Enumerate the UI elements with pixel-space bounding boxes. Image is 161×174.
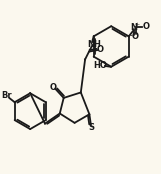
Text: -: - (129, 31, 132, 41)
Text: NH: NH (87, 40, 101, 49)
Text: +: + (135, 22, 140, 27)
Text: O: O (97, 45, 104, 54)
Text: N: N (131, 23, 138, 32)
Text: S: S (88, 124, 94, 132)
Text: O: O (49, 82, 56, 92)
Text: O: O (142, 22, 149, 31)
Text: Br: Br (1, 91, 12, 100)
Text: HO: HO (93, 61, 107, 70)
Text: O: O (132, 33, 138, 41)
